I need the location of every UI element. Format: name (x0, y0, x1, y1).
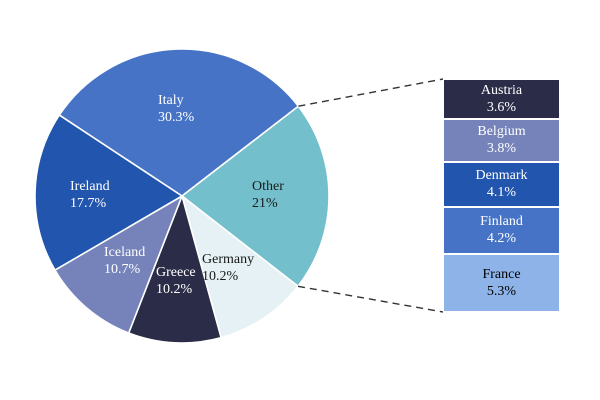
breakout-bar-name: France (482, 266, 521, 282)
breakout-bar-name: Denmark (475, 168, 528, 184)
breakout-bar-denmark: Denmark 4.1% (443, 161, 560, 208)
pie-slice-ireland (34, 114, 183, 271)
pie-label-name: Germany (202, 252, 255, 267)
pie-label-value: 21% (252, 196, 278, 211)
pie-label-name: Iceland (104, 245, 146, 260)
breakout-bar-name: Austria (480, 83, 523, 99)
pie-slice-other (181, 105, 330, 288)
pie-label-iceland: Iceland 10.7% (104, 244, 145, 278)
pie-label-value: 17.7% (70, 196, 107, 211)
breakout-bar-value: 4.1% (486, 185, 517, 201)
pie-label-value: 10.2% (202, 269, 239, 284)
breakout-bar-finland: Finland 4.2% (443, 207, 560, 254)
pie-label-name: Other (252, 179, 284, 194)
pie-label-name: Greece (156, 265, 196, 280)
pie-label-ireland: Ireland 17.7% (70, 178, 110, 212)
pie-label-name: Italy (158, 93, 184, 108)
pie-slice-italy (58, 48, 300, 197)
pie-label-value: 10.7% (104, 262, 141, 277)
pie-slice-iceland (54, 195, 183, 334)
breakout-bar-austria: Austria 3.6% (443, 79, 560, 120)
pie-label-value: 30.3% (158, 110, 195, 125)
breakout-bar-belgium: Belgium 3.8% (443, 119, 560, 162)
breakout-bar-value: 3.8% (486, 141, 517, 157)
breakout-connector-top (298, 78, 444, 107)
breakout-bar-value: 4.2% (486, 231, 517, 247)
pie-label-greece: Greece 10.2% (156, 264, 196, 298)
pie-label-germany: Germany 10.2% (202, 251, 254, 285)
breakout-bar-france: France 5.3% (443, 253, 560, 312)
pie-label-italy: Italy 30.3% (158, 92, 194, 126)
pie-slice-germany (181, 195, 299, 339)
pie-slice-greece (127, 195, 222, 344)
breakout-bar-name: Finland (480, 214, 523, 230)
breakout-column: Austria 3.6% Belgium 3.8% Denmark 4.1% F… (443, 79, 560, 312)
breakout-bar-value: 5.3% (486, 283, 517, 299)
pie-label-other: Other 21% (252, 178, 284, 212)
pie-label-name: Ireland (70, 179, 110, 194)
breakout-connector-bottom (297, 285, 444, 313)
breakout-bar-name: Belgium (477, 124, 526, 140)
breakout-bar-value: 3.6% (486, 100, 517, 116)
pie-label-value: 10.2% (156, 282, 193, 297)
